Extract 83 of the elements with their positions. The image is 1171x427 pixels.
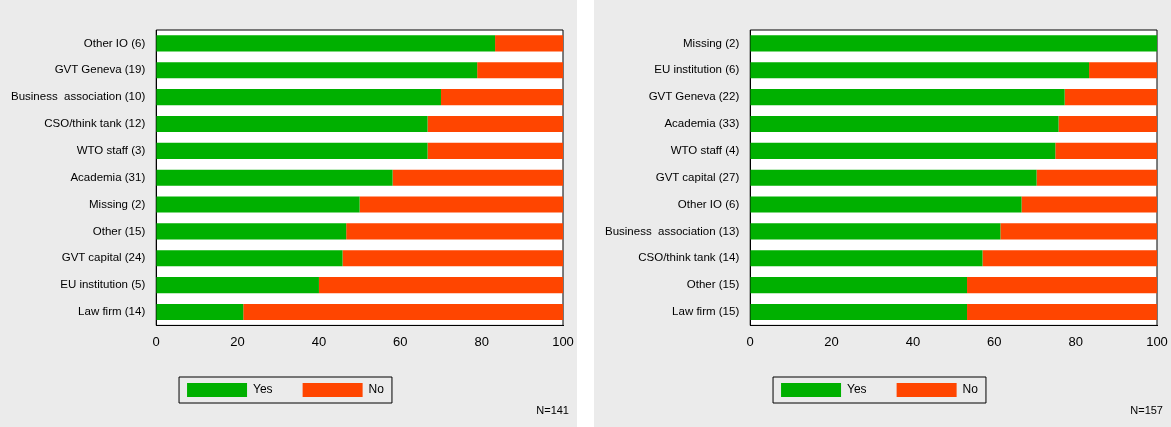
bar	[750, 223, 1001, 240]
x-tick-label: 40	[905, 333, 921, 349]
y-tick-label: GVT Geneva (22)	[648, 90, 740, 103]
bar	[156, 35, 496, 52]
bar	[1089, 62, 1157, 79]
x-tick-label: 0	[152, 333, 160, 349]
bar	[346, 223, 563, 240]
x-tick-label: 100	[552, 333, 574, 349]
y-tick-label: GVT Geneva (19)	[54, 63, 146, 76]
bar	[750, 35, 1157, 52]
bar	[750, 196, 1022, 213]
bar	[750, 169, 1037, 186]
y-tick-label: WTO staff (3)	[76, 144, 146, 157]
bar	[967, 277, 1157, 294]
x-tick-label: 20	[824, 333, 839, 349]
y-tick-label: EU institution (6)	[654, 63, 740, 76]
x-tick-label: 100	[1146, 333, 1168, 349]
bar	[392, 169, 563, 186]
y-tick-label: Law firm (15)	[672, 305, 740, 318]
bar	[750, 303, 968, 321]
y-tick-label: Other IO (6)	[677, 197, 740, 210]
y-tick-label: CSO/think tank (12)	[44, 117, 146, 130]
bar	[342, 250, 563, 267]
bar	[750, 115, 1059, 133]
text: N=141	[536, 404, 569, 417]
y-tick-label: Academia (33)	[664, 117, 740, 130]
y-tick-label: Missing (2)	[683, 36, 740, 49]
bar	[1036, 169, 1157, 186]
bar	[750, 89, 1065, 106]
y-tick-label: WTO staff (4)	[670, 144, 740, 157]
y-tick-label: Business association (10)	[11, 90, 146, 103]
x-tick-label: 60	[393, 333, 408, 349]
y-tick-label: GVT capital (24)	[61, 251, 146, 264]
bar	[156, 196, 360, 213]
bar	[1055, 142, 1157, 159]
y-tick-label: Academia (31)	[70, 170, 146, 183]
x-tick-label: 80	[474, 333, 489, 349]
bar	[156, 250, 343, 267]
y-tick-label: Missing (2)	[89, 197, 146, 210]
bar	[156, 169, 393, 186]
legend-label: Yes	[847, 382, 867, 397]
bar	[967, 303, 1157, 321]
bar	[156, 62, 478, 79]
bar	[156, 115, 428, 133]
x-tick-label: 0	[746, 333, 754, 349]
y-tick-label: Law firm (14)	[78, 305, 146, 318]
y-tick-label: Business association (13)	[605, 224, 740, 237]
legend-label: No	[962, 382, 979, 397]
bar	[750, 142, 1056, 159]
bar	[156, 303, 244, 321]
bar	[243, 303, 563, 321]
bar	[750, 62, 1090, 79]
bar	[156, 223, 347, 240]
bar	[1021, 196, 1157, 213]
y-tick-label: GVT capital (27)	[655, 170, 740, 183]
bar	[156, 142, 428, 159]
y-tick-label: Other (15)	[92, 224, 146, 237]
bar	[359, 196, 563, 213]
bar	[982, 250, 1157, 267]
bar	[1000, 223, 1157, 240]
text: N=157	[1130, 404, 1163, 417]
y-tick-label: Other (15)	[686, 278, 740, 291]
x-tick-label: 20	[230, 333, 245, 349]
bar	[1058, 115, 1157, 133]
bar	[750, 250, 983, 267]
bar	[495, 35, 563, 52]
bar	[427, 142, 563, 159]
legend-label: No	[368, 382, 385, 397]
x-tick-label: 60	[987, 333, 1002, 349]
x-tick-label: 40	[311, 333, 327, 349]
y-tick-label: EU institution (5)	[60, 278, 146, 291]
bar	[477, 62, 563, 79]
bar	[156, 277, 319, 294]
bar	[318, 277, 563, 294]
legend-label: Yes	[253, 382, 273, 397]
x-tick-label: 80	[1068, 333, 1083, 349]
bar	[750, 277, 968, 294]
y-tick-label: CSO/think tank (14)	[638, 251, 740, 264]
bar	[156, 89, 441, 106]
bar	[1064, 89, 1157, 106]
bar	[440, 89, 563, 106]
bar	[427, 115, 563, 133]
y-tick-label: Other IO (6)	[83, 36, 146, 49]
